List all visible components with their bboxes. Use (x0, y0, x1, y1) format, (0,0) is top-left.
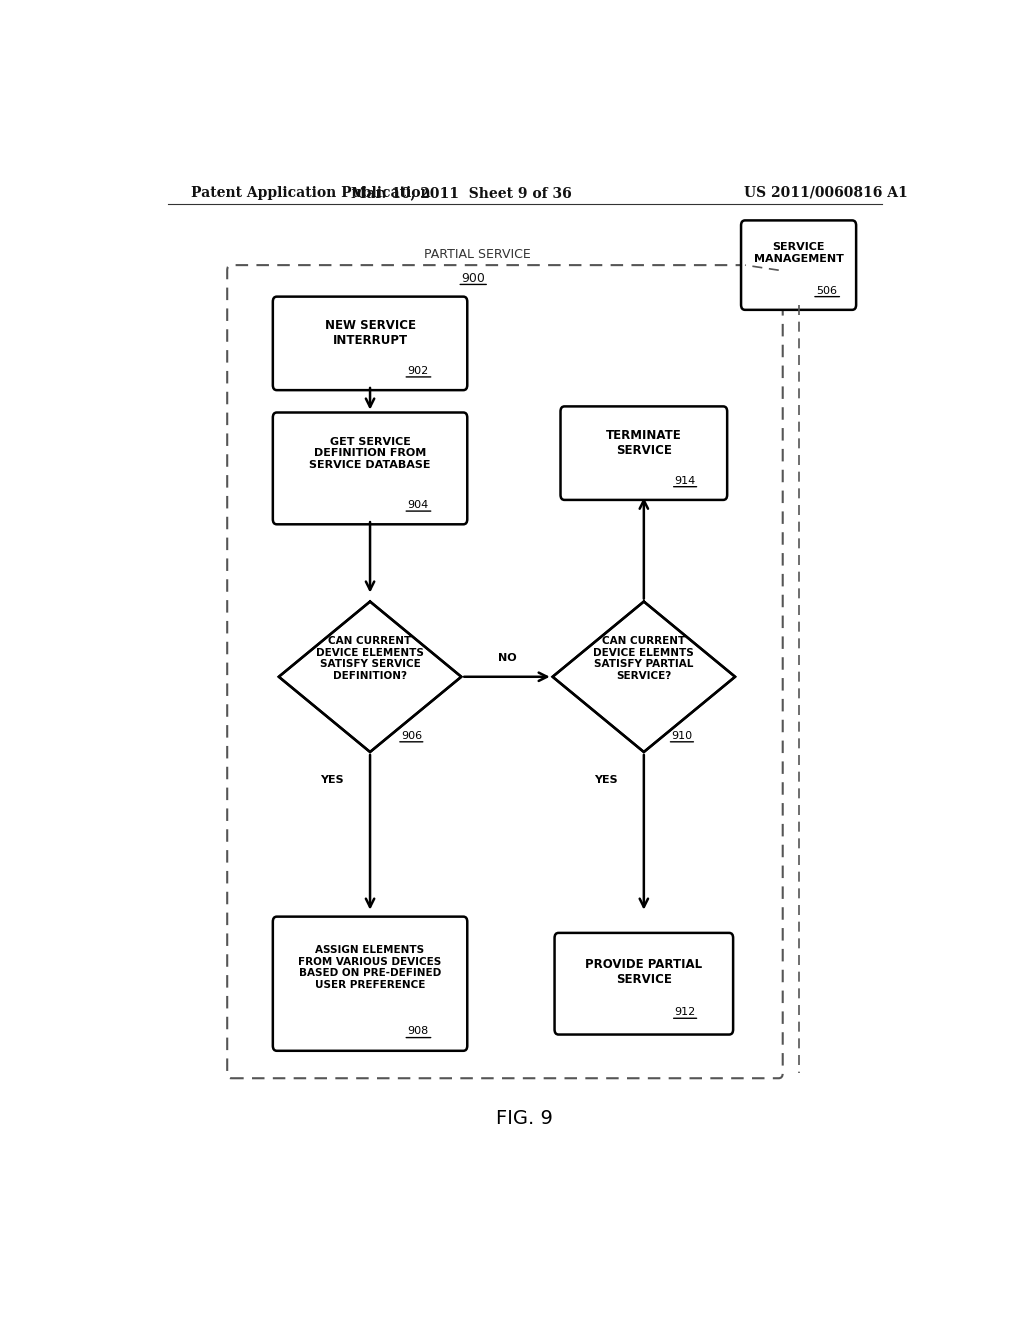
Text: US 2011/0060816 A1: US 2011/0060816 A1 (744, 186, 908, 199)
Text: TERMINATE
SERVICE: TERMINATE SERVICE (606, 429, 682, 457)
Text: ASSIGN ELEMENTS
FROM VARIOUS DEVICES
BASED ON PRE-DEFINED
USER PREFERENCE: ASSIGN ELEMENTS FROM VARIOUS DEVICES BAS… (298, 945, 441, 990)
FancyBboxPatch shape (272, 916, 467, 1051)
Text: PARTIAL SERVICE: PARTIAL SERVICE (424, 248, 530, 261)
Text: CAN CURRENT
DEVICE ELEMNTS
SATISFY PARTIAL
SERVICE?: CAN CURRENT DEVICE ELEMNTS SATISFY PARTI… (594, 636, 694, 681)
Text: 902: 902 (407, 366, 428, 376)
Text: SERVICE
MANAGEMENT: SERVICE MANAGEMENT (754, 242, 844, 264)
Text: 904: 904 (407, 500, 428, 510)
Text: GET SERVICE
DEFINITION FROM
SERVICE DATABASE: GET SERVICE DEFINITION FROM SERVICE DATA… (309, 437, 431, 470)
Text: Mar. 10, 2011  Sheet 9 of 36: Mar. 10, 2011 Sheet 9 of 36 (351, 186, 571, 199)
Text: PROVIDE PARTIAL
SERVICE: PROVIDE PARTIAL SERVICE (586, 957, 702, 986)
Text: NEW SERVICE
INTERRUPT: NEW SERVICE INTERRUPT (325, 319, 416, 347)
Text: Patent Application Publication: Patent Application Publication (191, 186, 431, 199)
FancyBboxPatch shape (555, 933, 733, 1035)
Text: YES: YES (594, 775, 617, 785)
Text: 906: 906 (400, 731, 422, 741)
Polygon shape (553, 602, 735, 752)
FancyBboxPatch shape (272, 297, 467, 391)
FancyBboxPatch shape (272, 413, 467, 524)
Text: 506: 506 (816, 285, 837, 296)
Text: CAN CURRENT
DEVICE ELEMENTS
SATISFY SERVICE
DEFINITION?: CAN CURRENT DEVICE ELEMENTS SATISFY SERV… (316, 636, 424, 681)
Text: NO: NO (498, 653, 516, 664)
Text: 900: 900 (461, 272, 485, 285)
Text: YES: YES (321, 775, 344, 785)
Polygon shape (279, 602, 461, 752)
Text: 910: 910 (672, 731, 692, 741)
Text: 908: 908 (407, 1027, 428, 1036)
Text: 914: 914 (675, 475, 695, 486)
Text: FIG. 9: FIG. 9 (497, 1109, 553, 1129)
FancyBboxPatch shape (560, 407, 727, 500)
FancyBboxPatch shape (741, 220, 856, 310)
Text: 912: 912 (675, 1007, 695, 1018)
